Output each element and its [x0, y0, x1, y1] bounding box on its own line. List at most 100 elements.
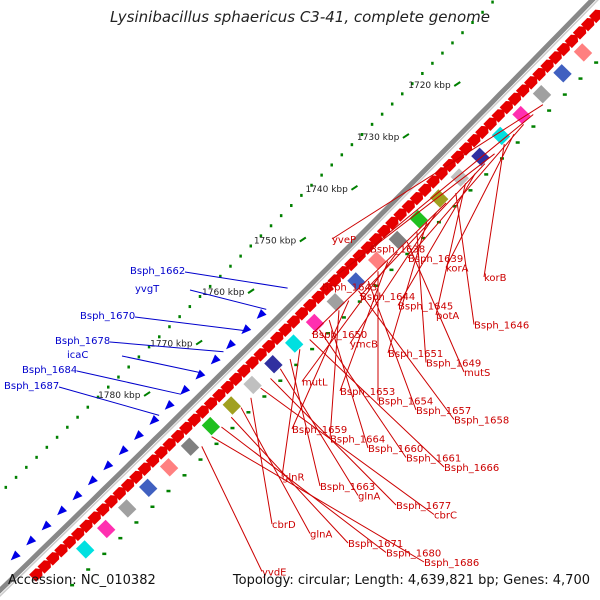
cog-block [388, 230, 408, 250]
reverse-gene-arrow [195, 369, 206, 380]
forward-gene-arrow [162, 438, 176, 452]
gc-inner-dot [70, 583, 75, 587]
gene-label-red: Bsph_1680 [386, 549, 441, 560]
gc-dot [491, 0, 494, 4]
forward-gene-arrow [270, 331, 284, 346]
gc-inner-dot [357, 300, 362, 303]
kbp-tick-mark [195, 339, 203, 346]
cog-block [201, 416, 221, 436]
gc-dot [147, 345, 151, 349]
forward-gene-arrow [311, 290, 325, 305]
gene-label-red: ymcB [350, 340, 378, 351]
gc-dot [55, 435, 59, 439]
gc-dot [249, 244, 253, 248]
gene-label-red: cbrC [434, 511, 457, 522]
forward-gene-arrow [220, 380, 234, 395]
gc-dot [360, 133, 364, 137]
cog-block [222, 396, 241, 415]
forward-gene-arrow [572, 26, 587, 40]
gc-dot [340, 153, 344, 157]
gc-dot [107, 385, 110, 389]
gc-inner-dot [198, 458, 203, 461]
reverse-gene-arrow [134, 430, 144, 441]
forward-gene-arrow [360, 241, 374, 255]
gene-label-red: Bsph_1650 [312, 330, 367, 341]
gc-dot [86, 405, 90, 409]
gc-dot [259, 234, 263, 238]
gc-inner-dot [166, 489, 171, 493]
red-leader-line [358, 290, 455, 420]
gc-inner-dot [278, 379, 283, 382]
gc-dot [421, 71, 424, 75]
forward-gene-arrow [129, 470, 143, 485]
gene-label-blue: icaC [67, 350, 88, 361]
gc-dot [290, 204, 293, 208]
red-leader-line [211, 436, 425, 563]
kbp-tick-label: 1740 kbp [305, 185, 348, 195]
gene-label-red: glnA [310, 530, 332, 541]
cog-block [243, 375, 262, 395]
reverse-gene-arrow [226, 339, 236, 350]
gc-inner-dot [389, 268, 394, 272]
blue-leader-line [76, 370, 181, 395]
kbp-tick-mark [350, 184, 359, 191]
gc-inner-dot [562, 93, 567, 96]
gene-label-red: korB [484, 273, 507, 284]
red-leader-line [416, 232, 427, 363]
gc-dot [96, 395, 100, 399]
cog-block [76, 540, 95, 559]
forward-gene-arrow [409, 191, 424, 206]
red-leader-line [483, 143, 505, 278]
gc-dot [188, 305, 192, 309]
gc-inner-dot [452, 205, 457, 208]
forward-gene-arrow [286, 315, 300, 329]
forward-gene-arrow [187, 413, 201, 428]
forward-gene-arrow [532, 67, 546, 82]
forward-gene-arrow [524, 76, 538, 90]
forward-gene-arrow [564, 34, 579, 49]
forward-gene-arrow [335, 266, 350, 280]
gene-label-red: Bsph_1663 [320, 482, 375, 493]
gc-dot [229, 264, 232, 268]
kbp-tick-label: 1760 kbp [202, 288, 245, 298]
red-leader-line [260, 387, 435, 515]
red-leader-line [221, 426, 387, 553]
reverse-gene-arrow [103, 460, 114, 471]
kbp-tick-mark [453, 81, 461, 87]
forward-gene-arrow [434, 167, 448, 181]
gc-dot [401, 92, 404, 96]
forward-gene-arrow [195, 405, 209, 419]
gene-label-red: cbrD [272, 520, 296, 531]
forward-gene-arrow [294, 307, 309, 321]
red-leader-line [367, 280, 417, 411]
cog-block [326, 293, 345, 312]
gc-dot [168, 325, 171, 329]
gene-label-red: Bsph_1649 [426, 359, 481, 370]
gene-label-red: Bsph_1644 [360, 292, 415, 303]
forward-gene-arrow [475, 125, 489, 140]
reverse-gene-arrow [241, 324, 252, 335]
forward-gene-arrow [580, 17, 595, 32]
gene-label-red: mutL [302, 378, 328, 389]
gc-dot [127, 365, 130, 369]
map-title: Lysinibacillus sphaericus C3-41, complet… [109, 8, 490, 26]
forward-gene-arrow [467, 134, 481, 148]
gc-inner-dot [214, 442, 219, 446]
gene-label-red: glnR [282, 473, 304, 484]
reverse-gene-arrow [57, 505, 68, 516]
gene-label-red: Bsph_1654 [378, 397, 433, 408]
forward-gene-arrow [95, 503, 110, 517]
gene-label-red: Bsph_1664 [330, 435, 385, 446]
red-leader-line [240, 407, 311, 534]
cog-block [450, 168, 469, 187]
reverse-gene-arrow [256, 309, 267, 319]
forward-gene-arrow [352, 249, 366, 263]
kbp-tick-label: 1730 kbp [357, 133, 400, 143]
gene-label-red: Bsph_1643 [322, 283, 377, 294]
red-leader-line [328, 319, 369, 449]
forward-gene-arrow [261, 339, 276, 354]
forward-gene-arrow [450, 150, 465, 165]
cog-block [305, 313, 325, 333]
gc-inner-dot [134, 521, 139, 524]
